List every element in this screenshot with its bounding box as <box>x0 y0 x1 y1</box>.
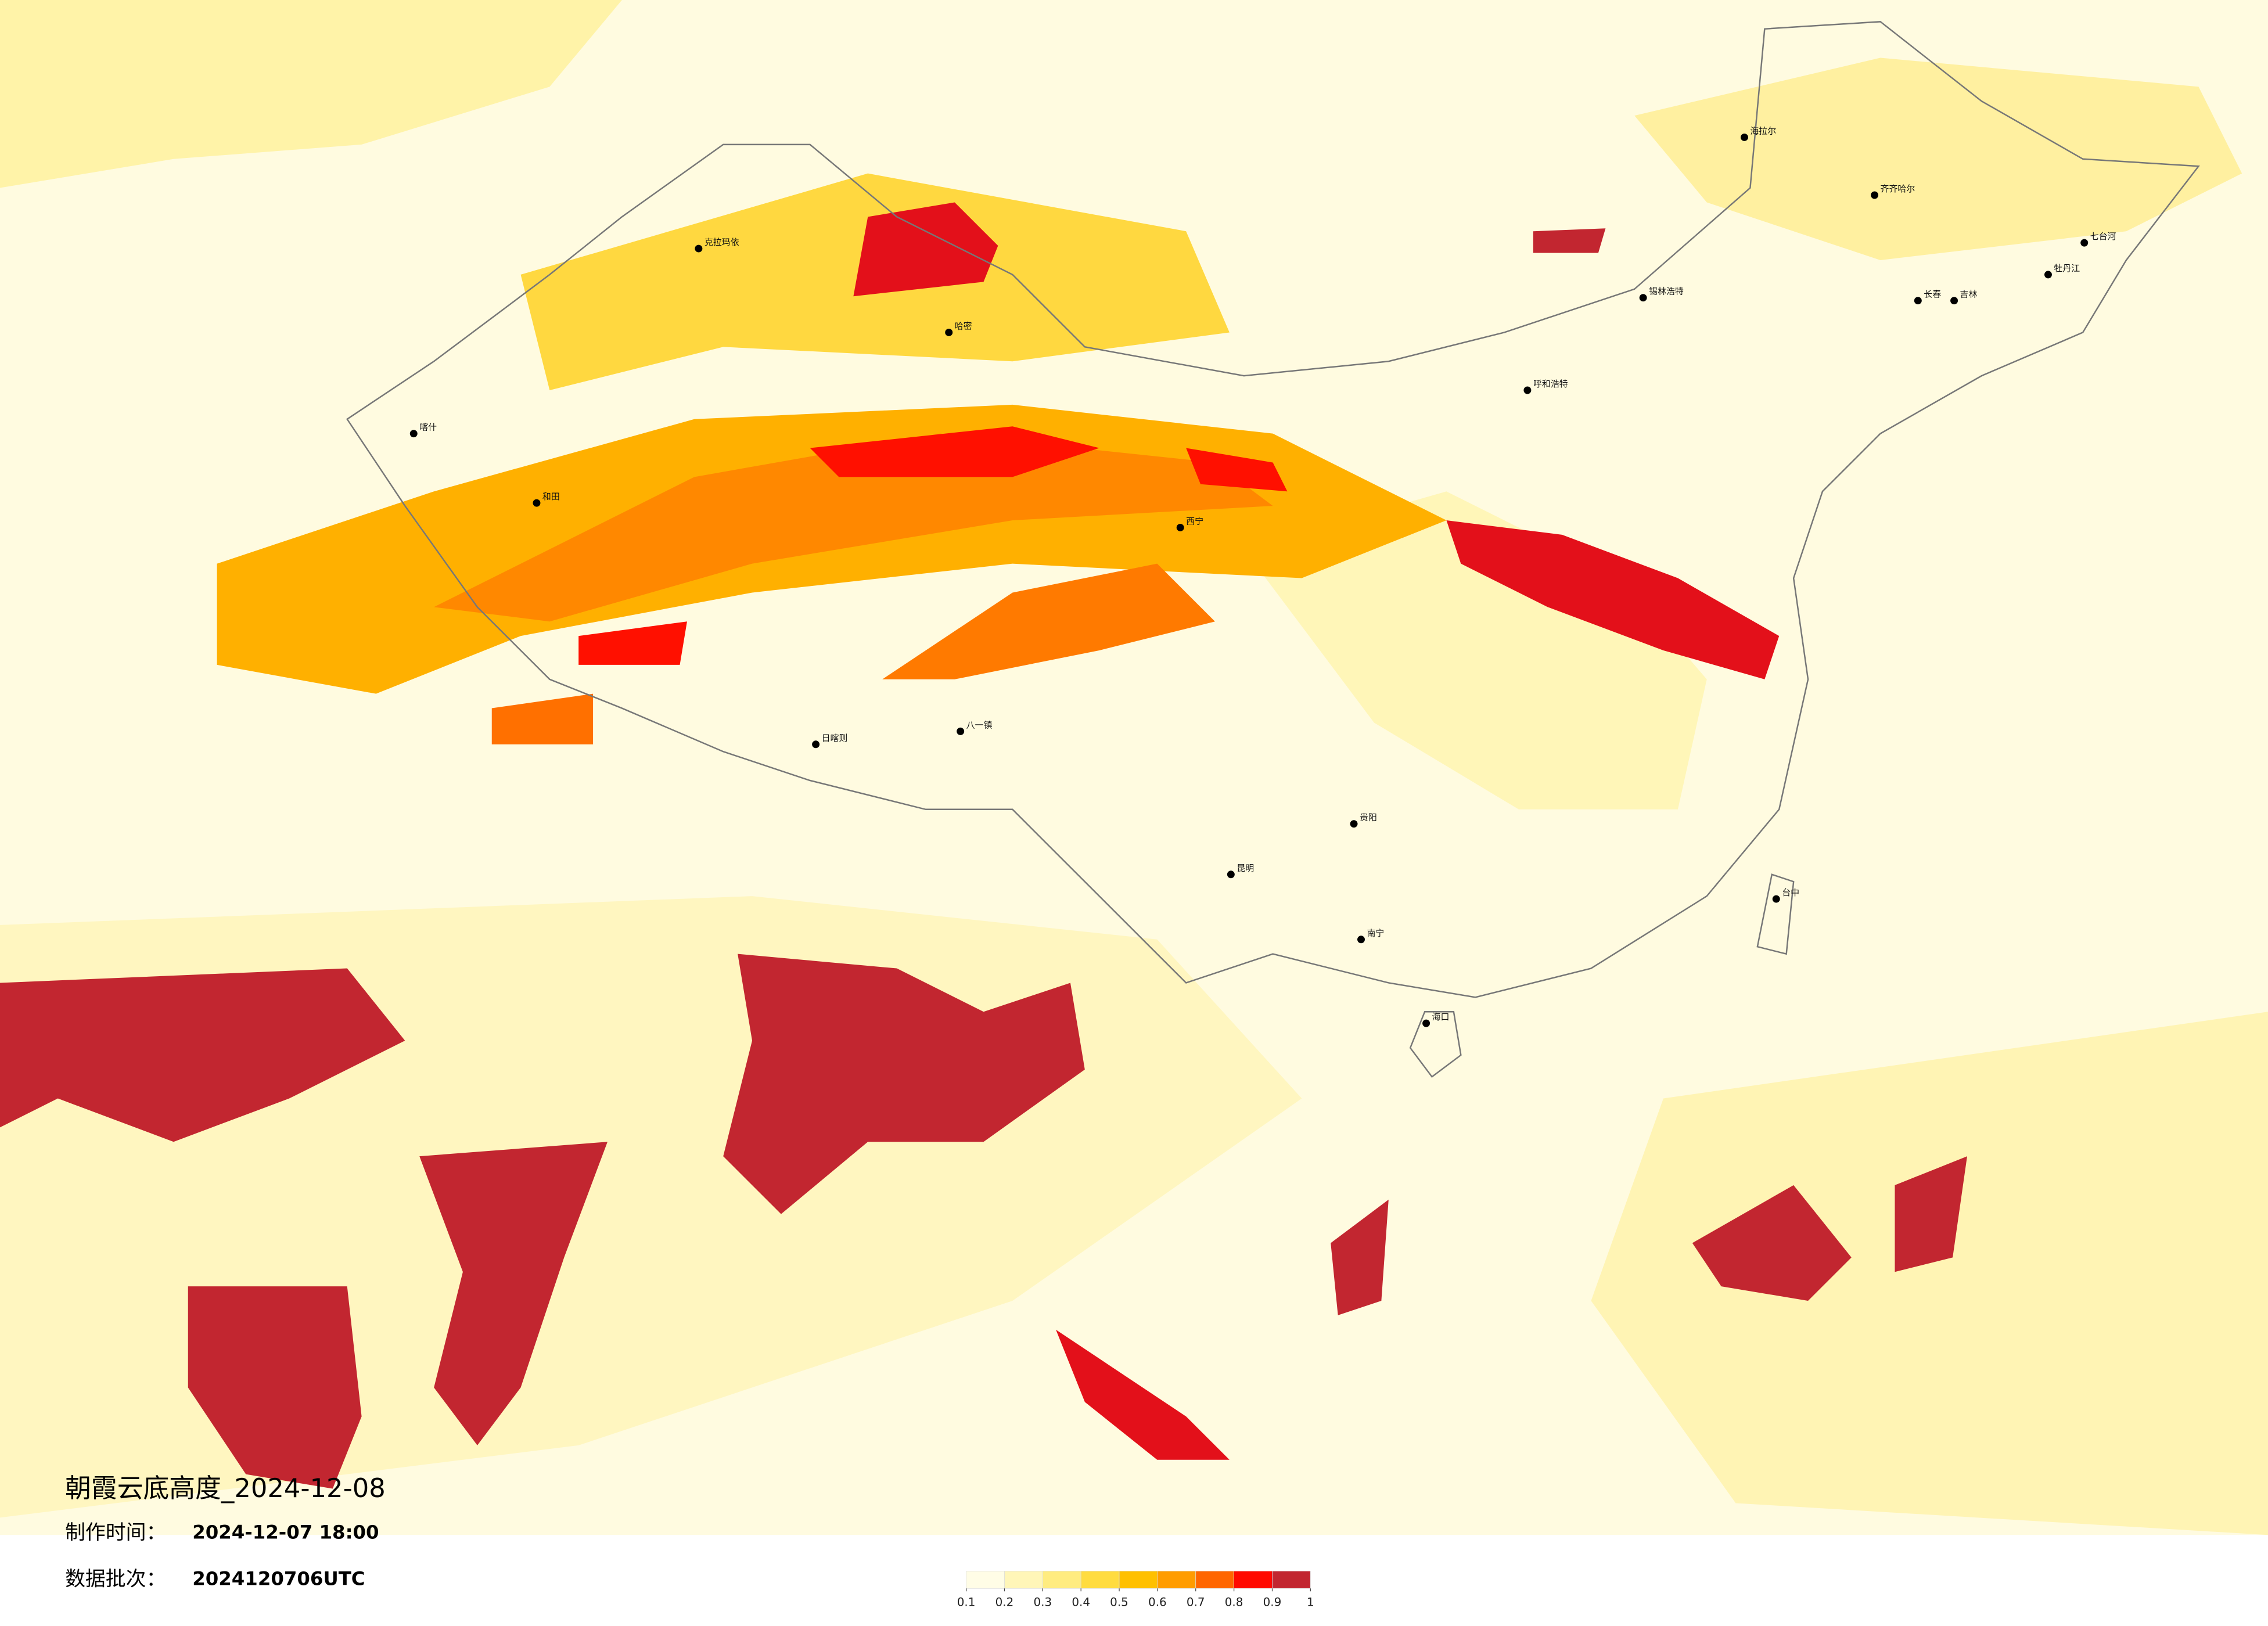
colorbar-cell <box>1272 1571 1311 1589</box>
cloud-high <box>810 426 1099 477</box>
colorbar-cell <box>1080 1571 1120 1589</box>
city-dot <box>409 430 418 438</box>
cloud-top <box>1895 1156 1967 1272</box>
city-label: 西宁 <box>1186 516 1203 526</box>
title: 朝霞云底高度_2024-12-08 <box>65 1473 386 1503</box>
made-time: 2024-12-07 18:00 <box>192 1521 379 1544</box>
city-label: 哈密 <box>955 321 972 331</box>
city-dot <box>1227 870 1235 879</box>
city-dot <box>1740 133 1748 141</box>
cloud-high <box>1533 228 1606 253</box>
colorbar-cell <box>1234 1571 1273 1589</box>
cloud-band <box>434 433 1273 622</box>
cloud-top <box>0 968 405 1142</box>
colorbar-cell <box>1042 1571 1081 1589</box>
cloud-region <box>1634 57 2242 261</box>
colorbar-tick-label: 0.4 <box>1072 1596 1090 1609</box>
colorbar-tick-label: 0.9 <box>1263 1596 1282 1609</box>
city-dot <box>1357 936 1365 944</box>
cloud-top <box>419 1142 608 1445</box>
colorbar-tick-label: 0.7 <box>1187 1596 1205 1609</box>
colorbar-cell <box>966 1571 1005 1589</box>
city-label: 贵阳 <box>1360 812 1377 823</box>
map-area <box>0 0 2268 1535</box>
colorbar-tick-label: 0.8 <box>1225 1596 1243 1609</box>
cloud-region <box>1591 1012 2268 1535</box>
city-label: 吉林 <box>1960 289 1978 300</box>
colorbar-tick-label: 0.5 <box>1110 1596 1128 1609</box>
city-dot <box>1176 523 1184 531</box>
cloud-band <box>491 693 594 744</box>
city-dot <box>1639 294 1647 302</box>
cloud-high <box>578 621 687 665</box>
colorbar-cell <box>1119 1571 1158 1589</box>
city-label: 海口 <box>1432 1012 1450 1022</box>
city-label: 七台河 <box>2090 231 2116 242</box>
colorbar-tick-label: 0.6 <box>1148 1596 1167 1609</box>
city-label: 喀什 <box>419 422 437 433</box>
city-dot <box>957 727 965 735</box>
cloud-top <box>723 954 1085 1214</box>
city-label: 长春 <box>1924 289 1941 300</box>
city-dot <box>695 244 703 253</box>
city-label: 昆明 <box>1237 863 1254 873</box>
border <box>1756 873 1795 955</box>
city-label: 和田 <box>542 491 560 502</box>
colorbar-cell <box>1157 1571 1196 1589</box>
city-dot <box>1950 297 1958 305</box>
city-dot <box>1772 895 1780 903</box>
city-label: 呼和浩特 <box>1533 379 1568 389</box>
made-time-label: 制作时间： <box>65 1521 166 1545</box>
city-label: 八一镇 <box>966 720 993 730</box>
city-dot <box>1422 1019 1430 1027</box>
cloud-top <box>1692 1185 1852 1301</box>
city-label: 牡丹江 <box>2054 263 2080 274</box>
colorbar-tick-label: 0.3 <box>1033 1596 1052 1609</box>
cloud-top <box>1056 1329 1230 1460</box>
city-label: 日喀则 <box>822 733 848 743</box>
city-dot <box>812 740 820 749</box>
cloud-band <box>882 563 1215 679</box>
city-dot <box>1350 820 1358 828</box>
city-label: 齐齐哈尔 <box>1881 184 1915 194</box>
city-label: 海拉尔 <box>1750 125 1776 136</box>
city-dot <box>533 499 541 507</box>
border <box>1409 1010 1462 1078</box>
city-dot <box>1523 386 1532 394</box>
batch-label: 数据批次： <box>65 1567 166 1591</box>
city-label: 南宁 <box>1367 928 1384 938</box>
batch: 2024120706UTC <box>192 1567 365 1589</box>
city-label: 克拉玛依 <box>705 237 739 247</box>
cloud-top <box>188 1286 362 1489</box>
cloud-region <box>0 0 622 188</box>
city-dot <box>1914 297 1922 305</box>
city-dot <box>1871 191 1879 199</box>
colorbar-tick-label: 0.2 <box>995 1596 1014 1609</box>
city-dot <box>2080 239 2089 247</box>
city-label: 台中 <box>1782 887 1799 898</box>
city-label: 锡林浩特 <box>1649 286 1684 297</box>
colorbar-tick-label: 1 <box>1307 1596 1314 1609</box>
city-dot <box>2044 271 2052 279</box>
city-dot <box>945 328 953 336</box>
border <box>346 21 2200 998</box>
colorbar-cell <box>1004 1571 1043 1589</box>
colorbar: 0.1 0.2 0.3 0.4 0.5 0.6 0.7 0.8 0.9 1 <box>957 1571 1314 1609</box>
cloud-high <box>1446 520 1780 679</box>
cloud-high <box>1186 448 1288 492</box>
colorbar-cell <box>1195 1571 1234 1589</box>
cloud-top <box>1331 1199 1389 1315</box>
colorbar-tick-label: 0.1 <box>957 1596 976 1609</box>
cloud-high <box>853 202 998 297</box>
